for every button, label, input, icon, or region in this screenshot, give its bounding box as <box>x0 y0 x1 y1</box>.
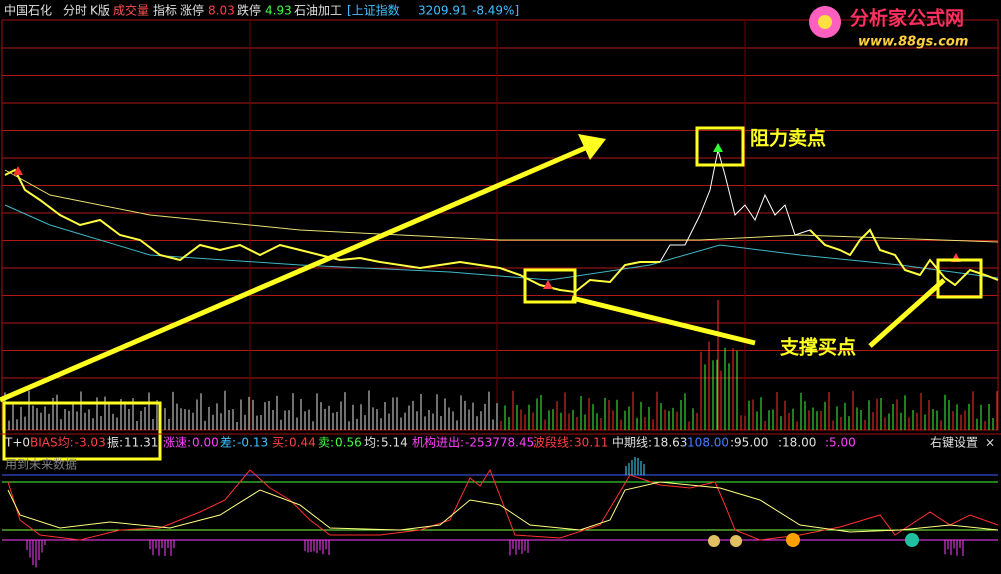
indicator-label: 中期线: <box>612 435 652 450</box>
indicator-value: 0.56 <box>335 436 362 450</box>
average-line <box>4 204 999 281</box>
logo-url: www.88gs.com <box>858 35 968 50</box>
close-button[interactable]: × <box>985 436 995 450</box>
industry: 石油加工 <box>294 4 342 18</box>
annotation: 支撑买点 <box>779 336 856 359</box>
header: 中国石化 分时 K版 成交量 指标 涨停 8.03 跌停 4.93 石油加工 [… <box>4 3 519 18</box>
logo: 分析家公式网 www.88gs.com <box>809 6 968 50</box>
stock-name: 中国石化 <box>4 3 52 18</box>
high-marker <box>13 166 23 175</box>
signal-icon <box>730 535 742 547</box>
settings-button[interactable]: 右键设置 <box>930 435 978 450</box>
label: 涨停 <box>180 3 204 18</box>
price-line <box>809 228 999 287</box>
logo-name: 分析家公式网 <box>850 7 964 30</box>
mode: T+0 <box>4 436 30 450</box>
indicator-label: 均: <box>364 436 380 450</box>
indicator-value: 0.00 <box>192 436 219 450</box>
index-name: [上证指数 <box>347 3 400 18</box>
arrow-head <box>578 134 606 160</box>
index-value: 3209.91 <box>418 4 468 18</box>
buy-marker <box>543 280 553 289</box>
label: 跌停 <box>237 3 261 18</box>
tab[interactable]: K版 <box>90 4 110 18</box>
value: 8.03 <box>208 4 235 18</box>
level-value: :108.00 <box>683 436 729 450</box>
indicator-value: 0.44 <box>289 436 316 450</box>
signal-icon <box>905 533 919 547</box>
indicator-value: -0.13 <box>237 436 268 450</box>
annotation: 阻力卖点 <box>750 127 826 150</box>
indicator-value: -3.03 <box>75 436 106 450</box>
level-value: :95.00 <box>730 436 768 450</box>
chart-frame <box>1 19 999 431</box>
grid <box>1 19 999 431</box>
indicator-value: 5.14 <box>381 436 408 450</box>
indicator-label: 机构进出: <box>412 435 464 450</box>
indicator-label: 波段线: <box>533 435 573 450</box>
indicator-line <box>7 468 999 541</box>
logo-center <box>818 15 832 29</box>
signal-icon <box>708 535 720 547</box>
indicator-value: 30.11 <box>574 436 608 450</box>
volume-bars <box>4 300 998 430</box>
indicator-label: 涨速: <box>163 435 191 450</box>
tab[interactable]: 成交量 <box>113 3 149 18</box>
indicator-label: 差: <box>220 436 236 450</box>
indicator-value: -253778.45 <box>465 436 534 450</box>
price-line <box>4 168 660 294</box>
indicator-label: 卖: <box>318 436 334 450</box>
indicator-value: 11.31 <box>124 436 158 450</box>
tab[interactable]: 分时 <box>63 4 87 18</box>
signal-icon <box>786 533 800 547</box>
annotation-arrows <box>0 143 946 403</box>
indicator-value: 18.63 <box>653 436 687 450</box>
value: 4.93 <box>265 4 292 18</box>
level-value: :5.00 <box>825 436 856 450</box>
tab[interactable]: 指标 <box>153 3 177 18</box>
indicator-label: BIAS均: <box>30 436 74 450</box>
indicator-line <box>7 481 999 533</box>
price-line-white <box>659 149 811 263</box>
highlight-boxes <box>2 126 983 461</box>
indicator-panel: 用到未来数据 T+0 BIAS均: -3.03 振: 11.31 涨速: 0.00 差: -0.1… <box>0 433 1001 568</box>
indicator-label: 振: <box>107 436 123 450</box>
long-average-line <box>4 169 999 243</box>
indicator-label: 买: <box>272 436 288 450</box>
indicator-note: 用到未来数据 <box>5 457 77 472</box>
level-value: :18.00 <box>778 436 816 450</box>
sell-marker <box>713 143 723 152</box>
index-change: -8.49%] <box>472 4 519 18</box>
